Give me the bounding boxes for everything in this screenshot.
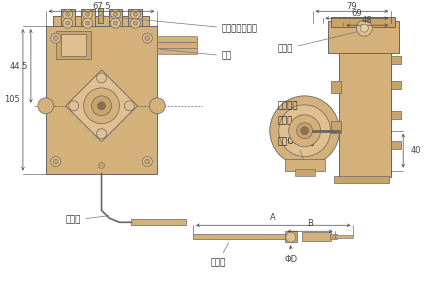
Text: 48: 48 (362, 16, 373, 25)
Bar (285, 158, 324, 170)
Text: 本體: 本體 (160, 49, 232, 60)
Circle shape (85, 21, 90, 25)
Circle shape (96, 129, 106, 139)
Circle shape (113, 21, 117, 25)
Bar (53, 16, 149, 31)
Text: 67.5: 67.5 (92, 2, 111, 11)
Bar (46, 26, 157, 174)
Text: 44.5: 44.5 (10, 62, 28, 70)
Circle shape (99, 162, 105, 168)
Circle shape (96, 73, 106, 83)
Bar (327, 21, 399, 53)
Text: 指示燈: 指示燈 (278, 32, 357, 54)
Circle shape (124, 101, 134, 111)
Circle shape (356, 20, 372, 36)
Bar (98, 8, 102, 23)
Bar (157, 36, 197, 42)
Circle shape (66, 21, 70, 25)
Bar (157, 48, 197, 54)
Circle shape (85, 12, 90, 16)
Text: B: B (307, 219, 313, 228)
Circle shape (51, 33, 61, 43)
Circle shape (286, 232, 296, 242)
Bar (391, 141, 401, 148)
Bar (330, 234, 337, 239)
Circle shape (53, 36, 58, 41)
Text: 40: 40 (411, 146, 421, 155)
Bar (331, 121, 341, 133)
Text: 強制OFF機構: 強制OFF機構 (278, 136, 315, 160)
Bar (157, 42, 197, 48)
Bar (61, 34, 85, 56)
Circle shape (110, 9, 120, 19)
Bar (56, 31, 91, 59)
Circle shape (296, 123, 313, 139)
Circle shape (63, 18, 73, 28)
Circle shape (130, 9, 140, 19)
Text: 感熱部: 感熱部 (210, 243, 228, 267)
Bar (129, 9, 143, 27)
Text: 毛細管: 毛細管 (65, 216, 109, 225)
Circle shape (38, 98, 54, 114)
Bar (391, 111, 401, 119)
Circle shape (133, 12, 137, 16)
Circle shape (270, 96, 340, 166)
Circle shape (110, 18, 120, 28)
Circle shape (145, 159, 150, 164)
Circle shape (289, 115, 320, 147)
Text: 69: 69 (351, 9, 362, 18)
Bar (81, 9, 95, 27)
Circle shape (113, 12, 117, 16)
Text: 刻度盤軸: 刻度盤軸 (278, 101, 317, 129)
Text: 79: 79 (347, 2, 357, 11)
Circle shape (143, 156, 152, 166)
Bar (331, 17, 395, 27)
Bar (61, 9, 75, 27)
Bar (340, 23, 391, 178)
Circle shape (149, 98, 165, 114)
Text: 端子及端子螺絲: 端子及端子螺絲 (99, 15, 258, 34)
Bar (295, 168, 314, 176)
Circle shape (66, 12, 70, 16)
Text: ΦD: ΦD (284, 255, 297, 264)
Text: A: A (270, 213, 276, 222)
Bar (391, 81, 401, 89)
Bar (331, 81, 341, 93)
Bar (335, 235, 354, 238)
Circle shape (83, 18, 92, 28)
Circle shape (83, 9, 92, 19)
Circle shape (53, 159, 58, 164)
Bar (285, 231, 296, 242)
Bar (193, 234, 293, 239)
Bar (391, 56, 401, 64)
Bar (302, 232, 331, 241)
Circle shape (301, 127, 309, 135)
Circle shape (84, 88, 119, 124)
Polygon shape (66, 70, 137, 142)
Circle shape (92, 96, 112, 116)
Circle shape (63, 9, 73, 19)
Bar (131, 219, 186, 225)
Circle shape (98, 102, 106, 110)
Circle shape (279, 105, 330, 156)
Text: 105: 105 (4, 95, 20, 104)
Circle shape (133, 21, 137, 25)
Bar (334, 176, 389, 184)
Circle shape (130, 18, 140, 28)
Bar (109, 9, 123, 27)
Text: 刻度盤: 刻度盤 (278, 116, 308, 144)
Circle shape (145, 36, 150, 41)
Circle shape (361, 24, 368, 32)
Circle shape (143, 33, 152, 43)
Circle shape (69, 101, 78, 111)
Circle shape (51, 156, 61, 166)
